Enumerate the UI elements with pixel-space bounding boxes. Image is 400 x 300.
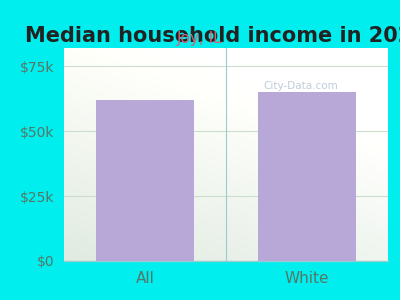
Text: City-Data.com: City-Data.com (263, 81, 338, 91)
Bar (96, 100, 194, 261)
Title: Median household income in 2022: Median household income in 2022 (25, 26, 400, 46)
Bar (258, 92, 356, 261)
Text: Joy, IL: Joy, IL (177, 32, 223, 46)
